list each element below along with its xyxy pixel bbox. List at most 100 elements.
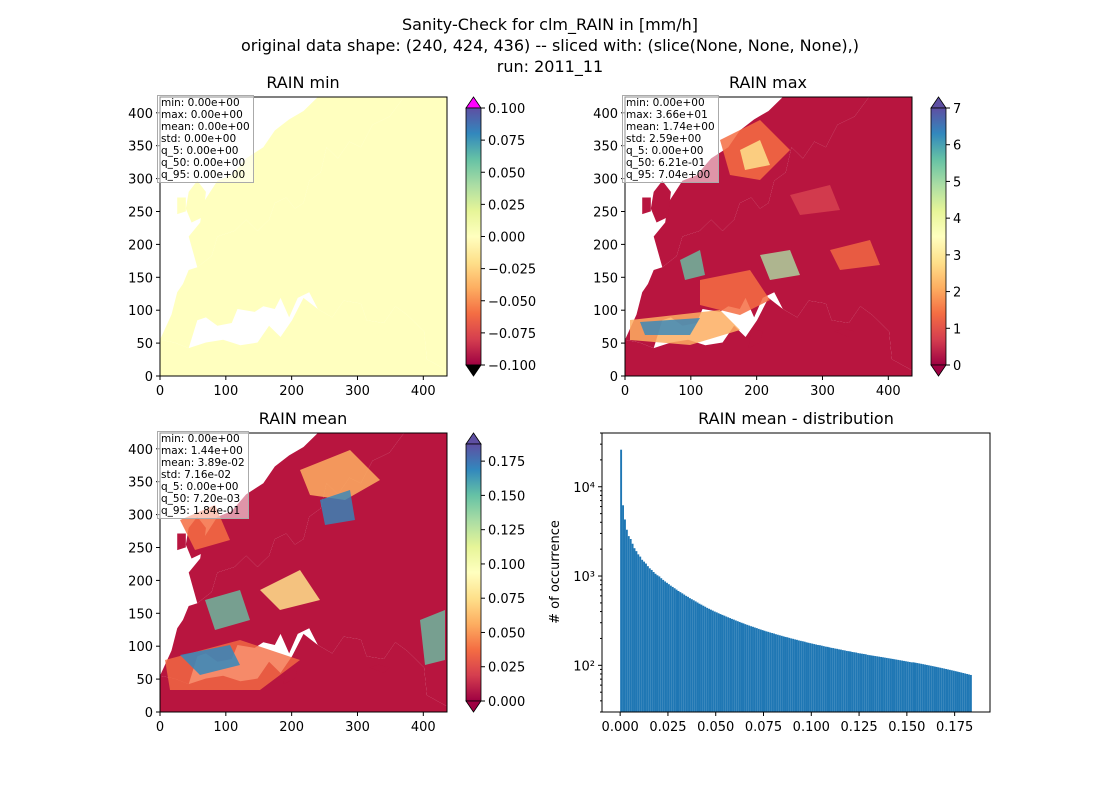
- histogram-bar: [868, 655, 871, 712]
- histogram-bar: [667, 584, 670, 712]
- histogram-bar: [960, 672, 963, 712]
- histogram-bar: [780, 635, 783, 712]
- precip-patches: [630, 120, 880, 345]
- colorbar-tick-label: 0.125: [488, 524, 525, 539]
- colorbar-ticks: 0.175 0.150 0.125 0.100 0.075 0.050 0.025 0.000: [481, 455, 525, 710]
- colorbar-extend-min: [465, 700, 482, 713]
- histogram-bar: [769, 632, 772, 712]
- stat-q95: q_95: 0.00e+00: [161, 169, 246, 181]
- histogram-bar: [815, 644, 818, 712]
- colorbar-tick-label: 3: [953, 249, 961, 264]
- histogram-bar: [622, 505, 624, 712]
- y-tick-label: 400: [128, 107, 153, 122]
- histogram-bar: [843, 650, 846, 712]
- colorbar-tick-label: −0.075: [488, 327, 536, 342]
- histogram-bar: [906, 661, 909, 712]
- colorbar-extend-min: [930, 364, 947, 377]
- y-tick-label: 200: [128, 238, 153, 253]
- histogram-bar: [799, 640, 802, 712]
- x-tick-label: 200: [279, 720, 304, 735]
- panel-title: RAIN min: [266, 73, 339, 92]
- histogram-bar: [683, 594, 686, 712]
- histogram-bar: [641, 559, 644, 712]
- histogram-bar: [901, 660, 904, 712]
- histogram-bar: [834, 648, 837, 712]
- histogram-bar: [702, 605, 705, 712]
- histogram-bar: [922, 664, 925, 712]
- colorbar-extend-min: [465, 364, 482, 377]
- histogram-bar: [776, 634, 779, 712]
- histogram-bar: [761, 630, 764, 712]
- y-tick-label: 200: [593, 238, 618, 253]
- histogram-bar: [883, 657, 886, 712]
- histogram-bar: [627, 536, 630, 712]
- axes-frame: [159, 96, 448, 377]
- y-tick-label: 50: [136, 337, 153, 352]
- colorbar-tick-label: −0.100: [488, 359, 536, 374]
- histogram-bar: [794, 639, 796, 712]
- stats-box-min: min: 0.00e+00 max: 0.00e+00 mean: 0.00e+…: [157, 95, 254, 183]
- histogram-bar: [880, 656, 883, 712]
- histogram-bar: [899, 660, 902, 712]
- histogram-bar: [885, 657, 888, 712]
- histogram-bar: [929, 665, 932, 712]
- histogram-bar: [620, 449, 623, 712]
- histogram-bar: [669, 585, 672, 712]
- histogram-bar: [937, 667, 940, 712]
- histogram-bar: [836, 648, 839, 712]
- histogram-bar: [925, 664, 928, 712]
- histogram-bar: [765, 631, 768, 712]
- histogram-bar: [882, 657, 884, 712]
- stat-min: min: 0.00e+00: [161, 433, 240, 445]
- histogram-bar: [704, 606, 707, 712]
- x-tick-label: 0: [621, 384, 629, 399]
- histogram-bar: [797, 640, 800, 712]
- histogram-bar: [918, 663, 921, 712]
- x-tick-label: 0.050: [697, 720, 734, 735]
- stat-std: std: 2.59e+00: [626, 133, 702, 145]
- histogram-bar: [635, 551, 638, 712]
- histogram-bar: [675, 589, 678, 712]
- histogram-bar: [757, 628, 760, 712]
- colorbar-tick-label: 0.050: [488, 166, 525, 181]
- colorbar: 0.175 0.150 0.125 0.100 0.075 0.050 0.025 0.000: [465, 432, 525, 713]
- stats-box-max: min: 0.00e+00 max: 3.66e+01 mean: 1.74e+…: [622, 95, 719, 183]
- histogram-bar: [845, 650, 848, 712]
- histogram-bar: [866, 654, 869, 712]
- histogram-bar: [933, 666, 936, 712]
- histogram-bar: [708, 608, 710, 712]
- histogram-bar: [679, 592, 682, 712]
- y-tick-label: 100: [128, 304, 153, 319]
- x-tick-label: 300: [345, 384, 370, 399]
- histogram-bar: [860, 653, 863, 712]
- colorbar-extend-max: [465, 96, 482, 109]
- stat-q50: q_50: 7.20e-03: [161, 493, 241, 505]
- histogram-bar: [838, 649, 840, 712]
- histogram-bar: [637, 554, 640, 712]
- histogram-bar: [763, 630, 766, 712]
- histogram-bar: [690, 599, 693, 712]
- histogram-bar: [824, 646, 827, 712]
- histogram-bar: [752, 626, 754, 712]
- y-tick-label: 300: [128, 509, 153, 524]
- colorbar-tick-label: 6: [953, 139, 961, 154]
- histogram-bar: [870, 655, 873, 712]
- histogram-bar: [688, 598, 691, 712]
- stat-max: max: 3.66e+01: [626, 109, 708, 121]
- histogram-bar: [713, 611, 716, 712]
- colorbar-tick-label: 0: [953, 359, 961, 374]
- histogram-bar: [862, 653, 865, 712]
- histogram-bar: [625, 529, 628, 712]
- x-tick-label: 400: [411, 720, 436, 735]
- histogram-bar: [813, 644, 816, 712]
- colorbar-tick-label: 0.025: [488, 198, 525, 213]
- histogram-bar: [648, 568, 651, 712]
- x-tick-label: 100: [213, 384, 238, 399]
- histogram-bar: [694, 601, 697, 712]
- y-tick-label: 250: [593, 205, 618, 220]
- colorbar-tick-label: 1: [953, 322, 961, 337]
- colorbar-tick-label: −0.025: [488, 263, 536, 278]
- axes-ticks: 0 100 200 300 400 0 50 100 150 200 250 300 350 400: [593, 107, 901, 399]
- histogram-bar: [664, 581, 667, 712]
- histogram-bar: [652, 571, 655, 712]
